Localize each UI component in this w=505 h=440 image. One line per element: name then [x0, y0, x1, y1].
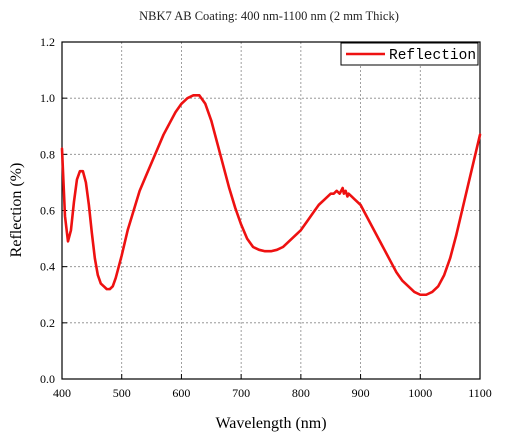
x-tick-label: 500 [113, 386, 131, 400]
tick-layer: 400 500 600 700 800 900 1000 1100 0.0 0.2 0.4 0.6 0.… [40, 35, 492, 400]
y-tick-label: 0.2 [40, 316, 55, 330]
legend: Reflection [340, 42, 479, 66]
x-tick-label: 600 [172, 386, 190, 400]
y-tick-label: 1.2 [40, 35, 55, 49]
chart-title: NBK7 AB Coating: 400 nm-1100 nm (2 mm Th… [139, 9, 399, 23]
x-tick-label: 400 [53, 386, 71, 400]
x-tick-label: 1100 [468, 386, 492, 400]
legend-label: Reflection [389, 48, 476, 64]
x-tick-label: 900 [352, 386, 370, 400]
x-tick-label: 1000 [408, 386, 432, 400]
x-tick-label: 700 [232, 386, 250, 400]
y-tick-label: 0.4 [40, 260, 55, 274]
series-line-reflection [60, 94, 482, 297]
x-axis-label: Wavelength (nm) [215, 415, 326, 432]
x-tick-label: 800 [292, 386, 310, 400]
y-axis-label: Reflection (%) [8, 163, 25, 258]
series-layer [60, 94, 482, 297]
legend-box [340, 42, 479, 66]
y-tick-label: 0.6 [40, 204, 55, 218]
y-tick-label: 0.0 [40, 372, 55, 386]
y-tick-label: 0.8 [40, 147, 55, 161]
grid-layer [62, 42, 480, 379]
y-tick-label: 1.0 [40, 91, 55, 105]
